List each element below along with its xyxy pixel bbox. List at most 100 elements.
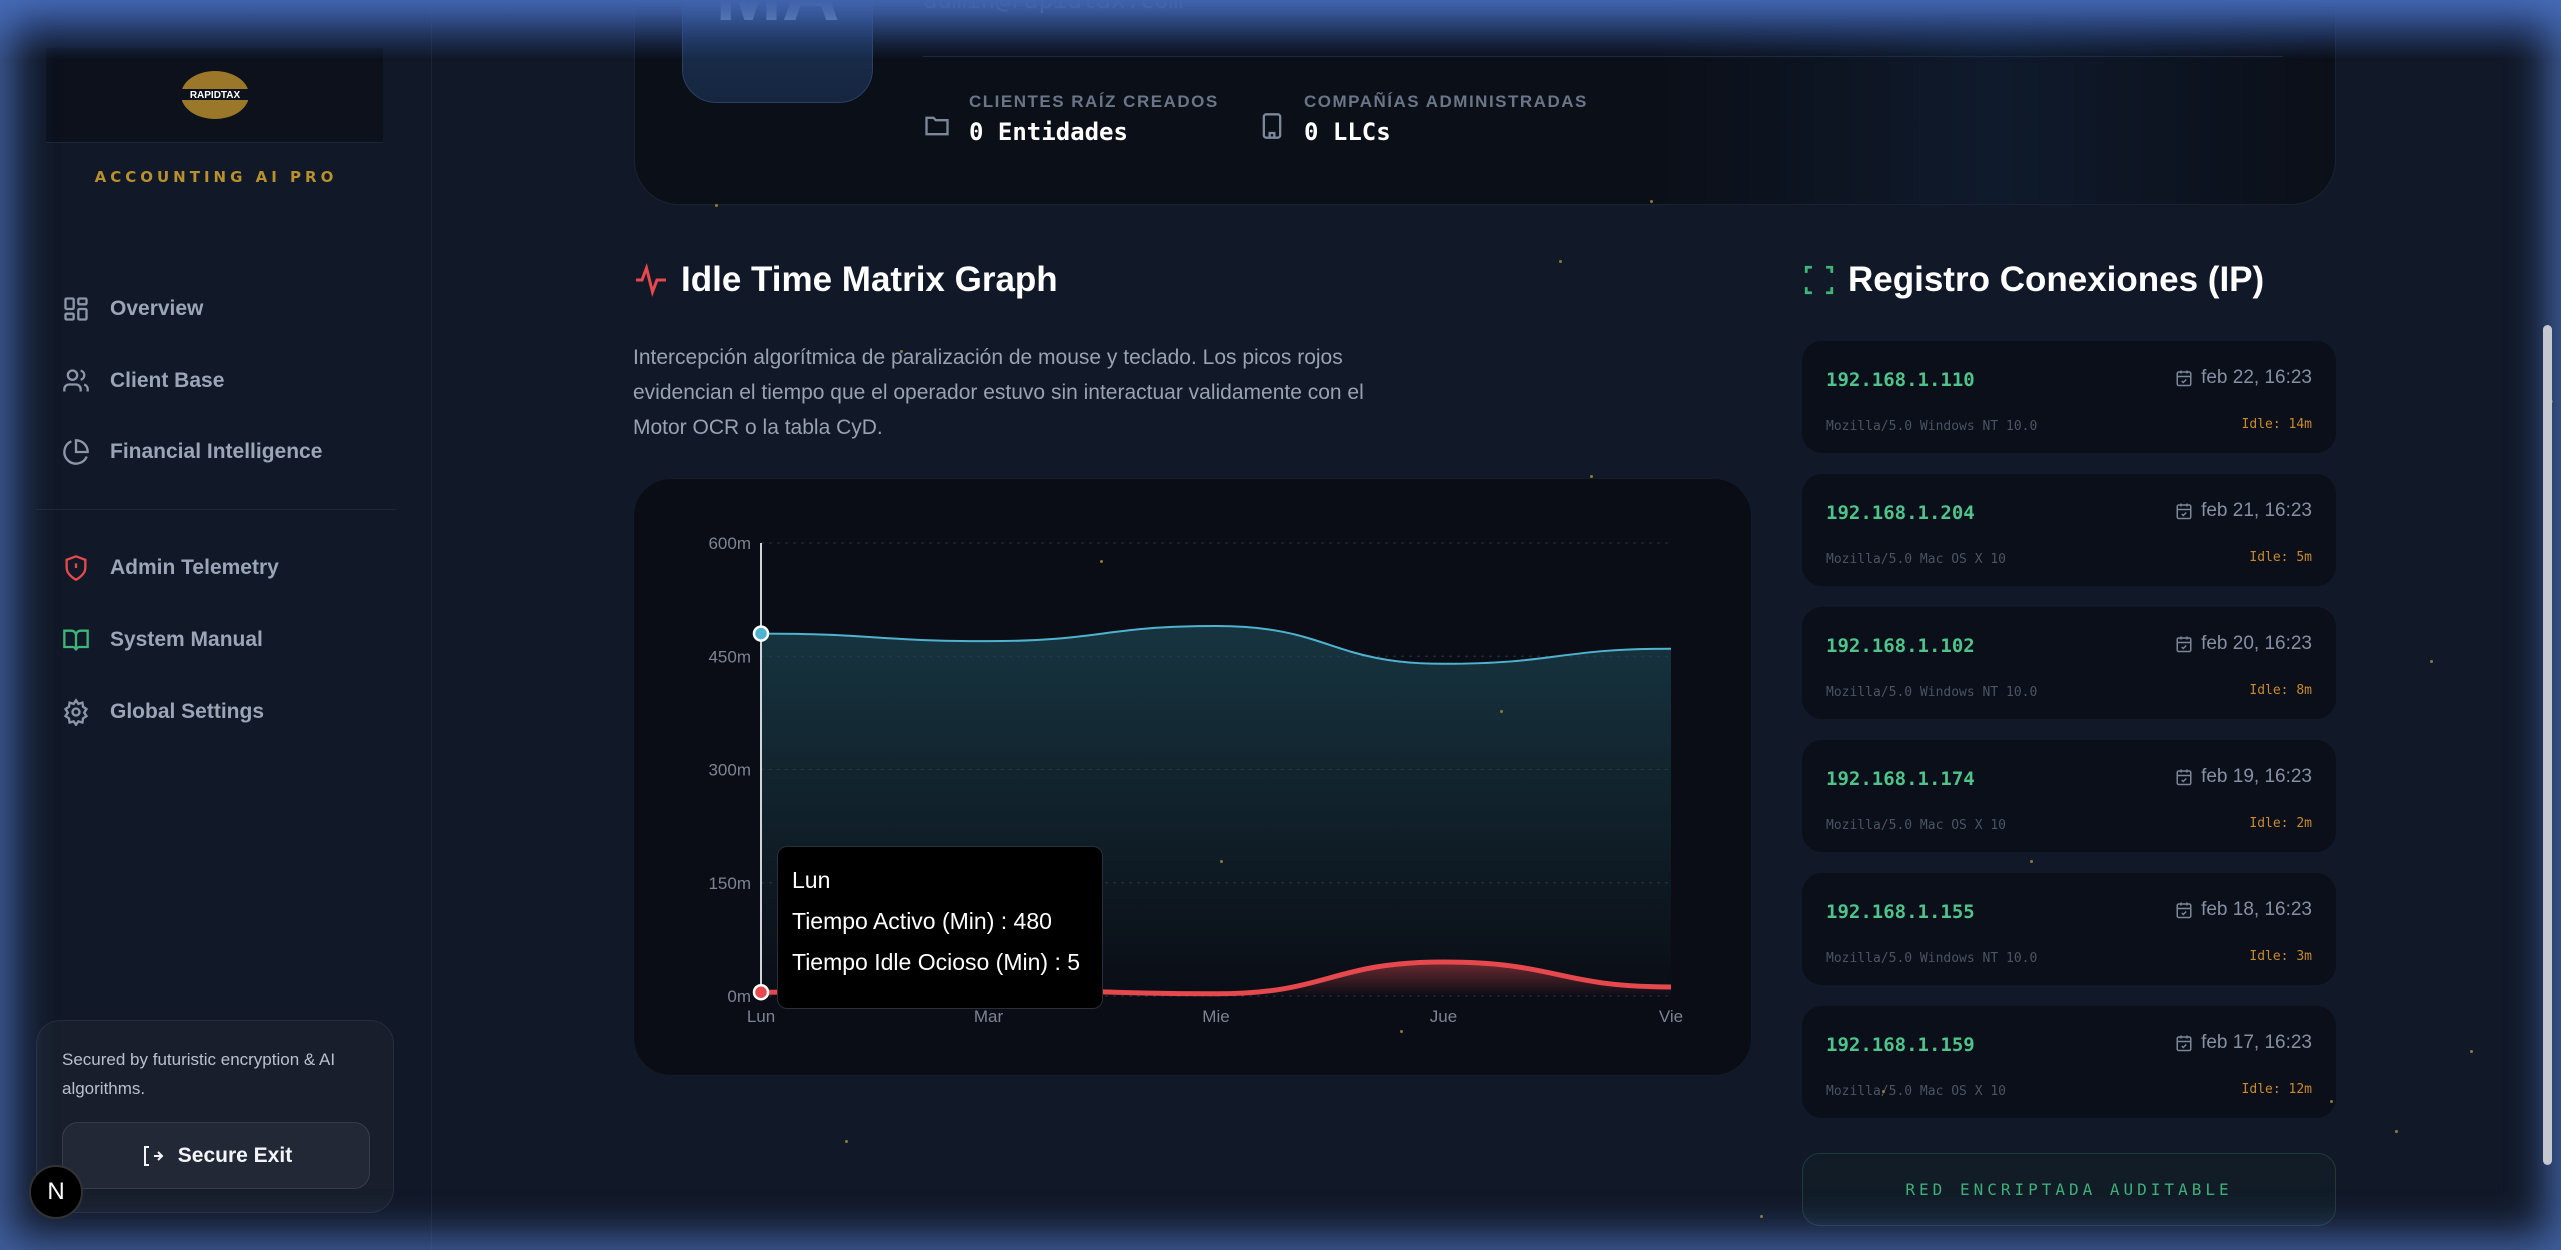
tooltip-active: Tiempo Activo (Min) : 480	[792, 908, 1052, 934]
connection-card[interactable]: 192.168.1.110 feb 22, 16:23 Mozilla/5.0 …	[1802, 341, 2336, 453]
background-particle	[2470, 1050, 2473, 1053]
background-particle	[900, 350, 903, 353]
background-particle	[1650, 200, 1653, 203]
profile-email: admin@rapidtax.com	[923, 0, 1184, 14]
connection-card[interactable]: 192.168.1.102 feb 20, 16:23 Mozilla/5.0 …	[1802, 607, 2336, 719]
logo[interactable]: RAPIDTAX	[46, 48, 383, 143]
users-icon	[63, 369, 89, 392]
calendar-check-icon	[2176, 636, 2192, 653]
x-tick-label: Mar	[974, 1007, 1004, 1026]
x-tick-label: Jue	[1430, 1007, 1457, 1026]
sidebar-item-label: Global Settings	[110, 700, 265, 723]
calendar-check-icon	[2176, 1035, 2192, 1052]
sidebar-item-client-base[interactable]: Client Base	[62, 367, 224, 395]
gear-icon	[63, 698, 89, 726]
connection-idle: Idle: 3m	[2249, 949, 2312, 964]
sidebar-item-admin-telemetry[interactable]: Admin Telemetry	[62, 554, 279, 582]
connection-date: feb 21, 16:23	[2175, 500, 2312, 522]
sidebar-item-financial-intelligence[interactable]: Financial Intelligence	[62, 438, 322, 466]
connection-idle: Idle: 2m	[2249, 816, 2312, 831]
background-particle	[2330, 1100, 2333, 1103]
calendar-check-icon	[2176, 902, 2192, 919]
connection-idle: Idle: 8m	[2249, 683, 2312, 698]
sidebar-item-label: System Manual	[110, 628, 263, 651]
encrypted-network-button[interactable]: RED ENCRIPTADA AUDITABLE	[1802, 1153, 2336, 1226]
stat-companias: COMPAÑÍAS ADMINISTRADAS 0 LLCs	[1258, 92, 1588, 146]
connection-user-agent: Mozilla/5.0 Windows NT 10.0	[1826, 685, 2038, 700]
secure-exit-label: Secure Exit	[177, 1143, 293, 1167]
stat-value: 0 Entidades	[969, 118, 1128, 146]
background-particle	[1590, 475, 1593, 478]
date-text: feb 19, 16:23	[2201, 766, 2312, 787]
background-particle	[2430, 660, 2433, 663]
connection-ip: 192.168.1.204	[1826, 502, 1975, 524]
sidebar-item-label: Financial Intelligence	[110, 440, 323, 463]
security-note: Secured by futuristic encryption & AI al…	[62, 1050, 336, 1098]
pie-chart-icon	[63, 439, 89, 465]
active-point-1	[752, 983, 770, 1001]
avatar-initials: MA	[715, 0, 839, 33]
y-tick-label: 0m	[727, 987, 751, 1006]
connection-user-agent: Mozilla/5.0 Windows NT 10.0	[1826, 419, 2038, 434]
background-particle	[2030, 860, 2033, 863]
connection-date: feb 18, 16:23	[2175, 899, 2312, 921]
connection-card[interactable]: 192.168.1.174 feb 19, 16:23 Mozilla/5.0 …	[1802, 740, 2336, 852]
profile-divider	[923, 56, 2283, 57]
y-tick-label: 300m	[708, 761, 751, 780]
connection-card[interactable]: 192.168.1.155 feb 18, 16:23 Mozilla/5.0 …	[1802, 873, 2336, 985]
y-tick-label: 150m	[708, 874, 751, 893]
connections-heading: Registro Conexiones (IP)	[1802, 260, 2264, 300]
date-text: feb 22, 16:23	[2201, 367, 2312, 388]
stat-value: 0 LLCs	[1304, 118, 1391, 146]
secure-exit-button[interactable]: Secure Exit	[62, 1122, 370, 1189]
connection-ip: 192.168.1.159	[1826, 1034, 1975, 1056]
series-line-0	[760, 625, 1672, 665]
connection-card[interactable]: 192.168.1.204 feb 21, 16:23 Mozilla/5.0 …	[1802, 474, 2336, 586]
calendar-check-icon	[2176, 769, 2192, 786]
tooltip-idle: Tiempo Idle Ocioso (Min) : 5	[792, 949, 1081, 975]
connection-date: feb 20, 16:23	[2175, 633, 2312, 655]
avatar: MA	[682, 0, 873, 103]
connection-user-agent: Mozilla/5.0 Mac OS X 10	[1826, 552, 2007, 567]
connection-user-agent: Mozilla/5.0 Mac OS X 10	[1826, 1084, 2007, 1099]
x-tick-label: Vie	[1659, 1007, 1683, 1026]
connection-ip: 192.168.1.102	[1826, 635, 1975, 657]
tooltip-category: Lun	[792, 867, 831, 893]
background-particle	[1400, 1030, 1403, 1033]
background-particle	[2395, 1130, 2398, 1133]
chart-tooltip: Lun Tiempo Activo (Min) : 480 Tiempo Idl…	[777, 846, 1103, 1009]
connection-date: feb 22, 16:23	[2175, 367, 2312, 389]
sidebar-item-system-manual[interactable]: System Manual	[62, 626, 263, 654]
nextjs-dev-badge[interactable]: N	[29, 1165, 83, 1219]
date-text: feb 18, 16:23	[2201, 899, 2312, 920]
stat-clientes: CLIENTES RAÍZ CREADOS 0 Entidades	[923, 92, 1219, 146]
background-particle	[1559, 260, 1562, 263]
background-particle	[845, 1140, 848, 1143]
stat-label: COMPAÑÍAS ADMINISTRADAS	[1304, 92, 1588, 111]
activity-icon	[636, 262, 666, 298]
connection-ip: 192.168.1.155	[1826, 901, 1975, 923]
active-point-0	[752, 625, 770, 642]
idle-section-heading: Idle Time Matrix Graph	[633, 260, 1058, 300]
y-tick-label: 450m	[708, 647, 751, 666]
background-particle	[1220, 860, 1223, 863]
date-text: feb 17, 16:23	[2201, 1032, 2312, 1053]
sidebar-item-label: Admin Telemetry	[110, 556, 279, 579]
idle-description: Intercepción algorítmica de paralización…	[633, 346, 1364, 439]
log-out-icon	[143, 1145, 164, 1166]
grid-icon	[64, 297, 88, 321]
date-text: feb 20, 16:23	[2201, 633, 2312, 654]
background-particle	[1100, 560, 1103, 563]
security-card: Secured by futuristic encryption & AI al…	[36, 1020, 394, 1213]
brand-tagline: ACCOUNTING AI PRO	[94, 168, 338, 186]
connection-card[interactable]: 192.168.1.159 feb 17, 16:23 Mozilla/5.0 …	[1802, 1006, 2336, 1118]
background-particle	[1882, 1090, 1885, 1093]
section-title: Idle Time Matrix Graph	[681, 260, 1058, 299]
sidebar-item-overview[interactable]: Overview	[62, 295, 203, 323]
sidebar-item-global-settings[interactable]: Global Settings	[62, 698, 264, 726]
building-icon	[1262, 113, 1282, 139]
connection-user-agent: Mozilla/5.0 Windows NT 10.0	[1826, 951, 2038, 966]
scrollbar-thumb[interactable]	[2543, 325, 2552, 1165]
background-particle	[1760, 1215, 1763, 1218]
sidebar-divider	[36, 509, 396, 510]
